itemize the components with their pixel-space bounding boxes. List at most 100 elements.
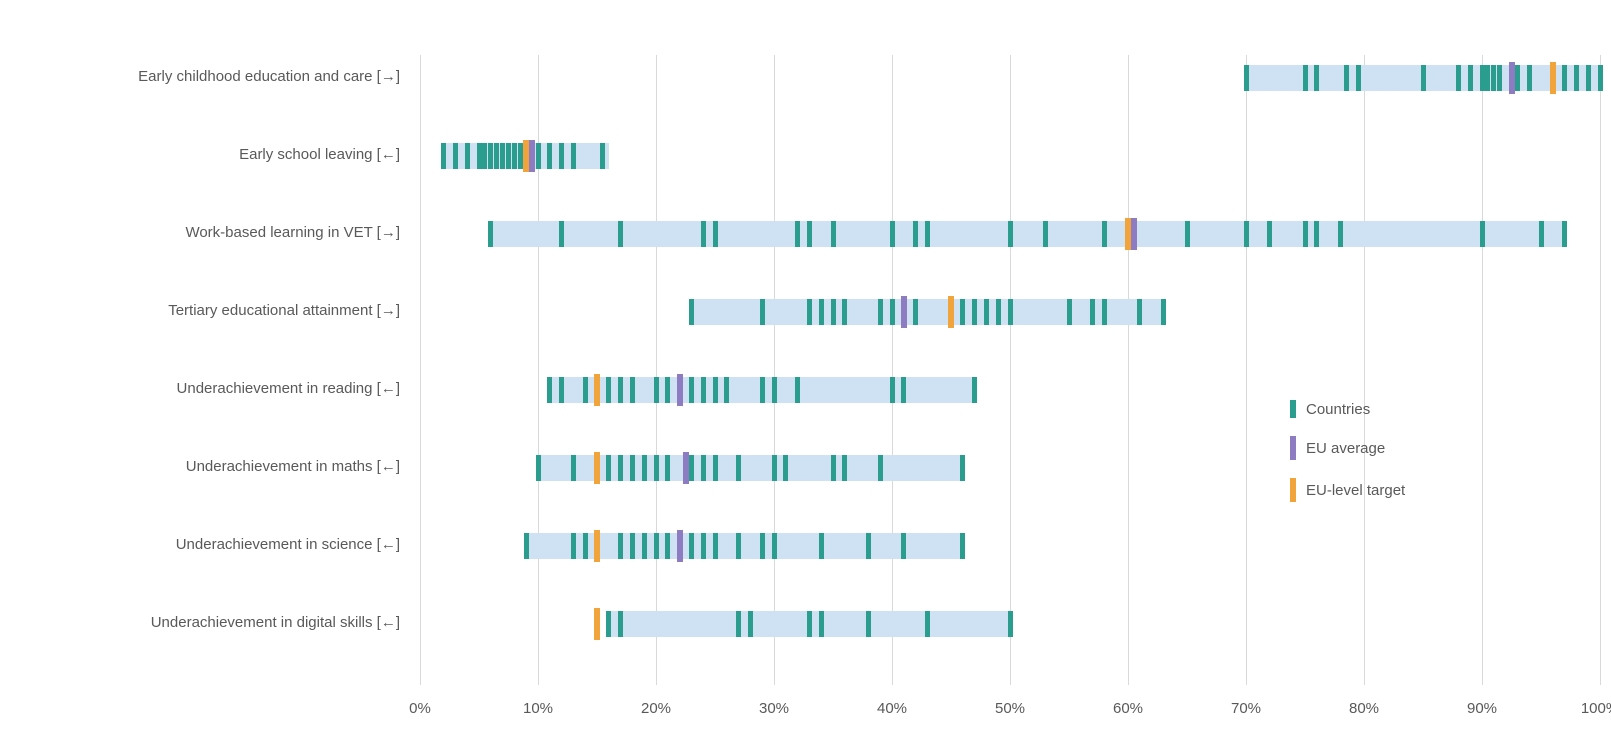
eu-average-marker: [529, 140, 535, 172]
country-tick: [890, 377, 895, 403]
country-tick: [1314, 221, 1319, 247]
x-tick-label: 70%: [1231, 700, 1261, 717]
country-tick: [518, 143, 523, 169]
country-tick: [1344, 65, 1349, 91]
country-tick: [571, 143, 576, 169]
legend-swatch: [1290, 436, 1296, 460]
country-tick: [1515, 65, 1520, 91]
eu-average-marker: [1509, 62, 1515, 94]
country-tick: [618, 533, 623, 559]
row-label: Early childhood education and care [→]: [138, 68, 400, 85]
legend-swatch: [1290, 400, 1296, 418]
country-tick: [1008, 611, 1013, 637]
country-tick: [1562, 65, 1567, 91]
eu-target-marker: [594, 452, 600, 484]
country-tick: [606, 611, 611, 637]
country-tick: [583, 533, 588, 559]
country-tick: [1185, 221, 1190, 247]
country-tick: [547, 377, 552, 403]
eu-target-marker: [1550, 62, 1556, 94]
country-tick: [1008, 221, 1013, 247]
country-tick: [1043, 221, 1048, 247]
country-tick: [1456, 65, 1461, 91]
country-tick: [960, 299, 965, 325]
legend-label: EU average: [1306, 440, 1385, 457]
country-tick: [866, 611, 871, 637]
country-tick: [819, 611, 824, 637]
range-band: [491, 221, 1565, 247]
country-tick: [1497, 65, 1502, 91]
country-tick: [571, 455, 576, 481]
country-tick: [724, 377, 729, 403]
country-tick: [866, 533, 871, 559]
x-tick-label: 90%: [1467, 700, 1497, 717]
x-tick-label: 0%: [409, 700, 431, 717]
country-tick: [736, 533, 741, 559]
country-tick: [665, 533, 670, 559]
country-tick: [878, 299, 883, 325]
country-tick: [1244, 221, 1249, 247]
country-tick: [760, 533, 765, 559]
legend-item: Countries: [1290, 400, 1405, 418]
country-tick: [689, 377, 694, 403]
country-tick: [512, 143, 517, 169]
country-tick: [665, 377, 670, 403]
country-tick: [1267, 221, 1272, 247]
country-tick: [1303, 65, 1308, 91]
country-tick: [713, 533, 718, 559]
legend-label: EU-level target: [1306, 482, 1405, 499]
country-tick: [925, 221, 930, 247]
country-tick: [913, 221, 918, 247]
country-tick: [1102, 299, 1107, 325]
country-tick: [1491, 65, 1496, 91]
country-tick: [1067, 299, 1072, 325]
country-tick: [642, 533, 647, 559]
country-tick: [772, 533, 777, 559]
country-tick: [913, 299, 918, 325]
country-tick: [606, 455, 611, 481]
country-tick: [630, 377, 635, 403]
country-tick: [901, 377, 906, 403]
eu-average-marker: [901, 296, 907, 328]
data-row: [420, 611, 1600, 637]
row-label: Underachievement in science [←]: [176, 536, 400, 553]
country-tick: [972, 377, 977, 403]
eu-target-marker: [594, 608, 600, 640]
country-tick: [1586, 65, 1591, 91]
eu-average-marker: [677, 374, 683, 406]
country-tick: [571, 533, 576, 559]
country-tick: [654, 455, 659, 481]
country-tick: [1338, 221, 1343, 247]
country-tick: [795, 221, 800, 247]
eu-target-marker: [594, 530, 600, 562]
country-tick: [807, 611, 812, 637]
country-tick: [536, 455, 541, 481]
country-tick: [701, 377, 706, 403]
country-tick: [689, 533, 694, 559]
x-tick-label: 40%: [877, 700, 907, 717]
x-tick-label: 50%: [995, 700, 1025, 717]
legend-item: EU average: [1290, 436, 1405, 460]
row-label: Underachievement in maths [←]: [186, 458, 400, 475]
country-tick: [701, 221, 706, 247]
country-tick: [783, 455, 788, 481]
data-row: [420, 533, 1600, 559]
country-tick: [1090, 299, 1095, 325]
country-tick: [819, 299, 824, 325]
country-tick: [465, 143, 470, 169]
country-tick: [482, 143, 487, 169]
country-tick: [1303, 221, 1308, 247]
country-tick: [736, 611, 741, 637]
country-tick: [925, 611, 930, 637]
country-tick: [1480, 65, 1485, 91]
country-tick: [506, 143, 511, 169]
country-tick: [748, 611, 753, 637]
country-tick: [960, 455, 965, 481]
country-tick: [1527, 65, 1532, 91]
country-tick: [1314, 65, 1319, 91]
x-tick-label: 100%: [1581, 700, 1611, 717]
country-tick: [618, 377, 623, 403]
country-tick: [772, 455, 777, 481]
country-tick: [831, 299, 836, 325]
country-tick: [713, 377, 718, 403]
